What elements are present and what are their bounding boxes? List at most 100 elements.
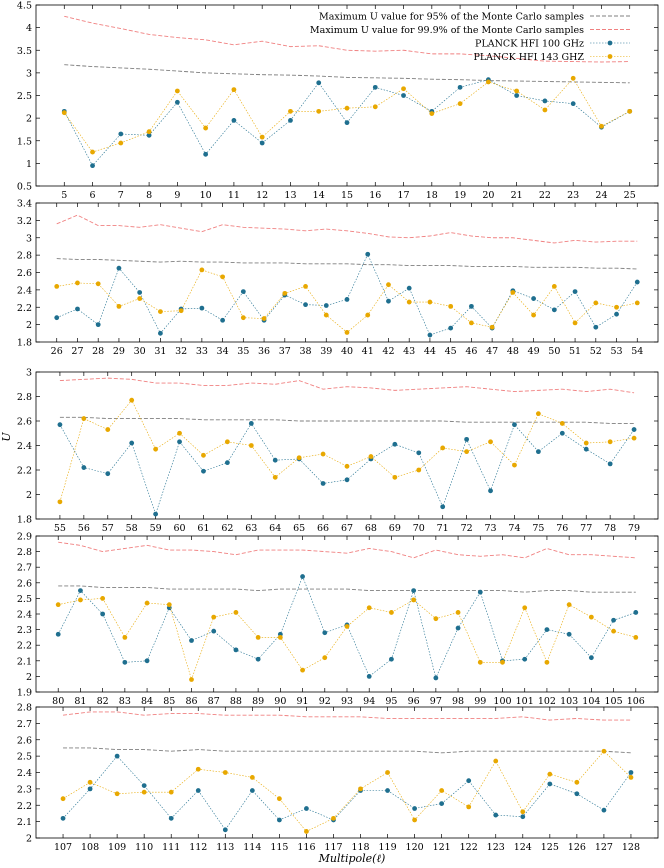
legend-label: Maximum U value for 95% of the Monte Car…	[319, 12, 584, 23]
data-point	[272, 457, 278, 463]
x-tick-label: 48	[507, 346, 519, 357]
x-tick-label: 51	[569, 346, 581, 357]
y-tick-label: 1.9	[17, 688, 32, 699]
x-tick-label: 111	[162, 842, 180, 853]
x-tick-label: 23	[567, 190, 579, 201]
series-line-4	[58, 598, 636, 681]
x-tick-label: 123	[487, 842, 505, 853]
data-point	[520, 814, 526, 820]
data-point	[144, 600, 150, 606]
data-point	[211, 628, 217, 634]
x-tick-label: 80	[52, 696, 64, 707]
data-point	[90, 163, 95, 169]
x-tick-label: 31	[154, 346, 166, 357]
data-point	[177, 430, 182, 436]
y-tick-label: 2.4	[17, 610, 32, 621]
data-point	[153, 511, 159, 517]
x-tick-label: 29	[113, 346, 125, 357]
y-tick-label: 3.4	[17, 199, 32, 210]
series-line-3	[56, 253, 638, 336]
x-tick-label: 126	[568, 842, 586, 853]
x-tick-label: 16	[369, 190, 381, 201]
series-line-4	[62, 750, 632, 832]
data-point	[90, 149, 95, 155]
data-point	[105, 471, 111, 477]
data-point	[633, 610, 639, 615]
y-tick-label: 3	[26, 233, 32, 244]
x-tick-label: 74	[508, 523, 520, 534]
data-point	[344, 297, 350, 302]
data-point	[277, 635, 283, 640]
x-tick-label: 89	[252, 696, 264, 707]
x-tick-label: 37	[279, 346, 291, 357]
data-point	[489, 324, 495, 330]
y-tick-label: 2.2	[17, 641, 32, 652]
x-tick-label: 28	[92, 346, 104, 357]
x-tick-label: 99	[474, 696, 486, 707]
x-tick-label: 5	[61, 190, 67, 201]
data-point	[95, 281, 101, 287]
data-point	[570, 75, 576, 81]
data-point	[81, 465, 87, 470]
data-point	[633, 635, 639, 640]
data-point	[174, 88, 180, 94]
y-tick-label: 2.8	[17, 547, 32, 558]
data-point	[55, 631, 61, 637]
data-point	[455, 625, 461, 631]
data-point	[601, 807, 607, 813]
x-tick-label: 68	[365, 523, 377, 534]
x-tick-label: 27	[71, 346, 83, 357]
data-point	[477, 659, 483, 665]
data-point	[439, 801, 445, 807]
x-tick-label: 118	[351, 842, 369, 853]
data-point	[448, 303, 454, 309]
data-point	[440, 504, 446, 510]
data-point	[531, 296, 536, 301]
data-point	[60, 796, 66, 802]
x-tick-label: 115	[270, 842, 288, 853]
x-tick-label: 63	[245, 523, 257, 534]
data-point	[392, 441, 398, 447]
series-line-1	[63, 747, 631, 754]
data-point	[469, 303, 474, 309]
x-tick-label: 82	[97, 696, 109, 707]
y-tick-label: 3	[26, 368, 32, 379]
x-tick-label: 6	[90, 190, 96, 201]
data-point	[320, 451, 326, 457]
data-point	[547, 771, 553, 777]
series-line-1	[58, 585, 636, 593]
x-tick-label: 14	[313, 190, 325, 201]
y-tick-label: 0.5	[17, 182, 32, 193]
data-point	[87, 779, 93, 785]
data-point	[57, 499, 63, 505]
data-point	[406, 285, 412, 291]
data-point	[566, 602, 572, 608]
data-point	[248, 421, 254, 426]
data-point	[628, 770, 634, 775]
data-point	[457, 101, 463, 107]
data-point	[248, 443, 254, 448]
x-tick-label: 66	[317, 523, 329, 534]
x-tick-label: 20	[482, 190, 494, 201]
x-tick-label: 125	[541, 842, 559, 853]
x-tick-label: 105	[605, 696, 623, 707]
y-tick-label: 2.5	[17, 752, 32, 763]
data-point	[477, 589, 483, 595]
data-point	[316, 108, 322, 114]
x-tick-label: 72	[461, 523, 473, 534]
data-point	[457, 84, 463, 90]
data-point	[631, 435, 637, 441]
data-point	[416, 467, 422, 473]
x-tick-label: 50	[548, 346, 560, 357]
x-tick-label: 46	[465, 346, 477, 357]
x-tick-label: 58	[126, 523, 138, 534]
data-point	[95, 322, 101, 328]
x-tick-label: 32	[175, 346, 187, 357]
data-point	[57, 422, 63, 428]
data-point	[547, 781, 553, 787]
data-point	[570, 101, 576, 107]
data-point	[455, 610, 461, 615]
x-tick-label: 13	[284, 190, 296, 201]
x-tick-label: 17	[397, 190, 409, 201]
data-point	[344, 463, 350, 469]
